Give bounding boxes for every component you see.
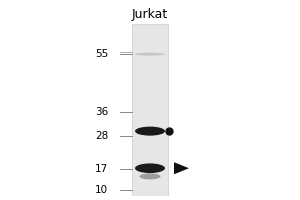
Text: Jurkat: Jurkat xyxy=(132,8,168,21)
Text: 28: 28 xyxy=(95,131,108,141)
Bar xyxy=(132,24,168,196)
Text: 36: 36 xyxy=(95,107,108,117)
Text: 55: 55 xyxy=(95,49,108,59)
Text: 10: 10 xyxy=(95,185,108,195)
Ellipse shape xyxy=(135,127,165,136)
Ellipse shape xyxy=(135,53,165,56)
Text: 17: 17 xyxy=(95,164,108,174)
Polygon shape xyxy=(174,162,189,174)
Ellipse shape xyxy=(135,163,165,173)
Ellipse shape xyxy=(140,173,160,179)
